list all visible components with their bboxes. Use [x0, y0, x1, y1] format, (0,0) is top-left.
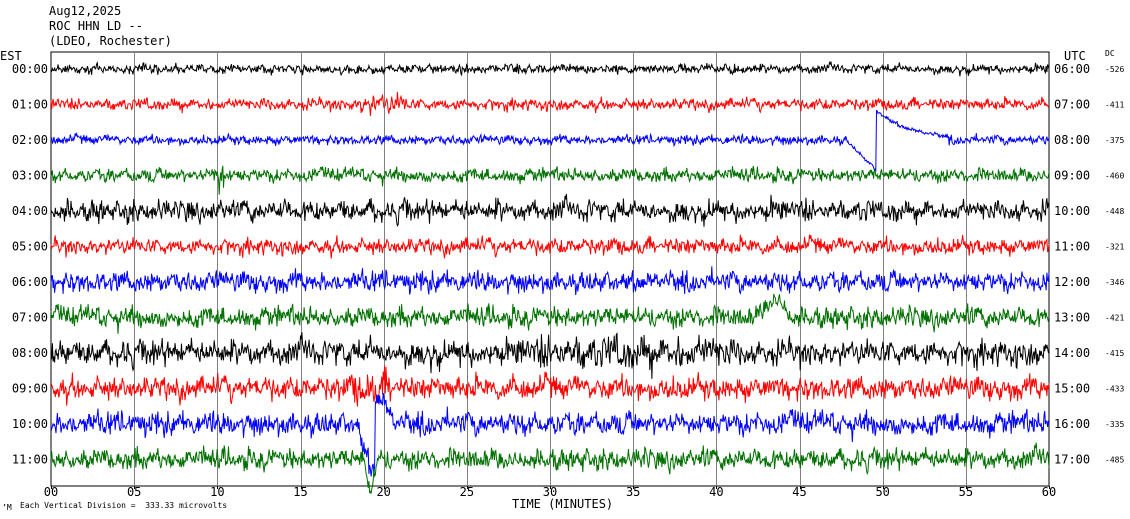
utc-time-label: 09:00: [1054, 169, 1090, 183]
x-tick-label: 10: [210, 485, 224, 499]
utc-time-label: 12:00: [1054, 275, 1090, 289]
est-time-label: 08:00: [12, 346, 48, 360]
utc-time-label: 16:00: [1054, 417, 1090, 431]
utc-zone-label: UTC: [1064, 49, 1086, 63]
x-tick-label: 35: [626, 485, 640, 499]
utc-time-label: 14:00: [1054, 346, 1090, 360]
x-tick-label: 30: [543, 485, 557, 499]
x-tick-label: 25: [460, 485, 474, 499]
trace-0500: [50, 234, 1050, 259]
dc-offset-value: -415: [1105, 349, 1124, 358]
seismic-traces: [50, 61, 1050, 494]
x-axis-title: TIME (MINUTES): [512, 497, 614, 511]
x-tick-label: 00: [44, 485, 58, 499]
scale-note: Each Vertical Division = 333.33 microvol…: [20, 501, 228, 510]
trace-0600: [50, 266, 1050, 296]
est-time-label: 06:00: [12, 275, 48, 289]
x-tick-label: 60: [1042, 485, 1056, 499]
dc-label: DC: [1105, 49, 1115, 58]
est-time-label: 00:00: [12, 62, 48, 76]
utc-time-label: 13:00: [1054, 311, 1090, 325]
est-zone-label: EST: [0, 49, 22, 63]
x-tick-label: 05: [127, 485, 141, 499]
est-time-label: 09:00: [12, 382, 48, 396]
trace-0300: [50, 165, 1050, 195]
trace-1000: [50, 392, 1050, 477]
trace-0800: [50, 332, 1050, 379]
est-time-label: 11:00: [12, 453, 48, 467]
dc-offset-value: -375: [1105, 136, 1124, 145]
dc-offset-value: -485: [1105, 456, 1124, 465]
est-time-label: 05:00: [12, 240, 48, 254]
dc-offset-value: -335: [1105, 420, 1124, 429]
date-label: Aug12,2025: [49, 4, 122, 18]
utc-time-label: 10:00: [1054, 204, 1090, 218]
est-time-label: 01:00: [12, 98, 48, 112]
dc-offset-value: -460: [1105, 172, 1124, 181]
est-time-label: 03:00: [12, 169, 48, 183]
dc-offset-value: -411: [1105, 101, 1124, 110]
x-tick-label: 45: [792, 485, 806, 499]
est-time-label: 07:00: [12, 311, 48, 325]
row-labels: 00:00 06:00 -526 01:00 07:00 -411 02:00 08:00 -3…: [12, 62, 1125, 467]
dc-offset-value: -421: [1105, 314, 1124, 323]
dc-offset-value: -526: [1105, 65, 1124, 74]
dc-offset-value: -433: [1105, 385, 1124, 394]
utc-time-label: 07:00: [1054, 98, 1090, 112]
utc-time-label: 06:00: [1054, 62, 1090, 76]
trace-0700: [50, 293, 1050, 334]
x-tick-label: 40: [709, 485, 723, 499]
est-time-label: 02:00: [12, 133, 48, 147]
dc-offset-value: -321: [1105, 243, 1124, 252]
x-tick-label: 20: [376, 485, 390, 499]
trace-0000: [50, 61, 1050, 77]
trace-0400: [50, 193, 1050, 227]
utc-time-label: 11:00: [1054, 240, 1090, 254]
est-time-label: 10:00: [12, 417, 48, 431]
station-label: ROC HHN LD --: [49, 19, 143, 33]
network-label: (LDEO, Rochester): [49, 34, 172, 48]
x-tick-label: 50: [875, 485, 889, 499]
utc-time-label: 08:00: [1054, 133, 1090, 147]
x-tick-label: 55: [959, 485, 973, 499]
est-time-label: 04:00: [12, 204, 48, 218]
corner-mark: ’M: [2, 503, 12, 512]
trace-0200: [50, 109, 1050, 173]
dc-offset-value: -346: [1105, 278, 1124, 287]
trace-0900: [50, 365, 1050, 407]
trace-1100: [50, 442, 1050, 494]
utc-time-label: 17:00: [1054, 453, 1090, 467]
x-tick-label: 15: [293, 485, 307, 499]
dc-offset-value: -448: [1105, 207, 1124, 216]
x-axis: 00 05 10 15 20 25 30 35 40 45 50 55 60: [44, 485, 1056, 499]
trace-0100: [50, 91, 1050, 117]
utc-time-label: 15:00: [1054, 382, 1090, 396]
